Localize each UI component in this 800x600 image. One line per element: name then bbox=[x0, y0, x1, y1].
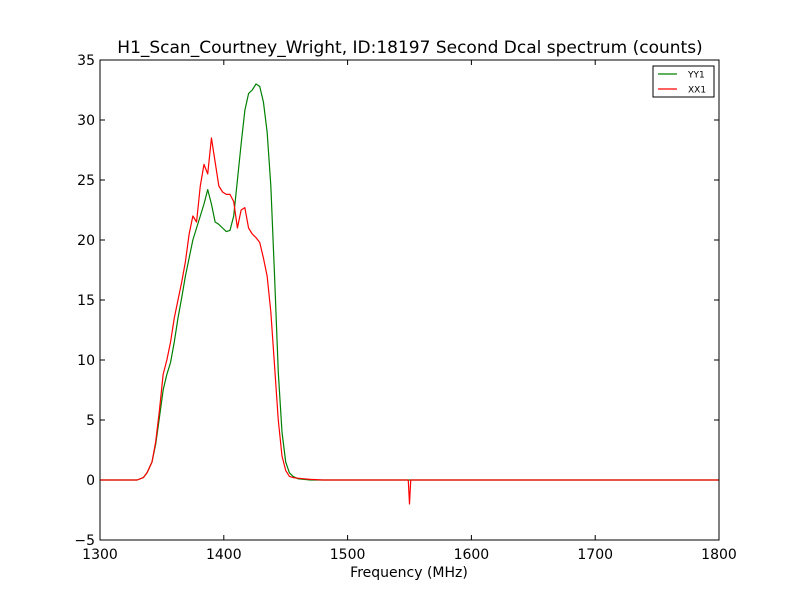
legend-label-yy1: YY1 bbox=[687, 71, 705, 81]
series-line-xx1 bbox=[100, 137, 719, 505]
y-tick-label: 0 bbox=[86, 473, 95, 489]
x-tick-label: 1400 bbox=[206, 547, 242, 563]
plot-frame bbox=[99, 59, 720, 541]
y-tick-label: −5 bbox=[74, 533, 95, 549]
series-lines bbox=[100, 83, 719, 505]
y-tick-label: 5 bbox=[86, 413, 95, 429]
y-tick-label: 25 bbox=[77, 173, 95, 189]
x-axis-label: Frequency (MHz) bbox=[350, 565, 468, 581]
x-tick-label: 1700 bbox=[577, 547, 613, 563]
legend-label-xx1: XX1 bbox=[688, 86, 706, 96]
y-tick-label: 35 bbox=[77, 53, 95, 69]
x-tick-label: 1300 bbox=[82, 547, 118, 563]
y-tick-label: 10 bbox=[77, 353, 95, 369]
x-tick-label: 1500 bbox=[330, 547, 366, 563]
y-tick-label: 30 bbox=[77, 113, 95, 129]
y-tick-label: 15 bbox=[77, 293, 95, 309]
x-tick-label: 1800 bbox=[701, 547, 737, 563]
chart-title: H1_Scan_Courtney_Wright, ID:18197 Second… bbox=[117, 38, 702, 58]
x-tick-label: 1600 bbox=[454, 547, 490, 563]
legend: YY1 XX1 bbox=[652, 65, 715, 98]
legend-box bbox=[652, 65, 715, 98]
axis-ticks: 1300 1400 1500 1600 1700 1800 −5 0 5 10 15 20 25 30 35 bbox=[74, 53, 736, 563]
y-tick-label: 20 bbox=[77, 233, 95, 249]
